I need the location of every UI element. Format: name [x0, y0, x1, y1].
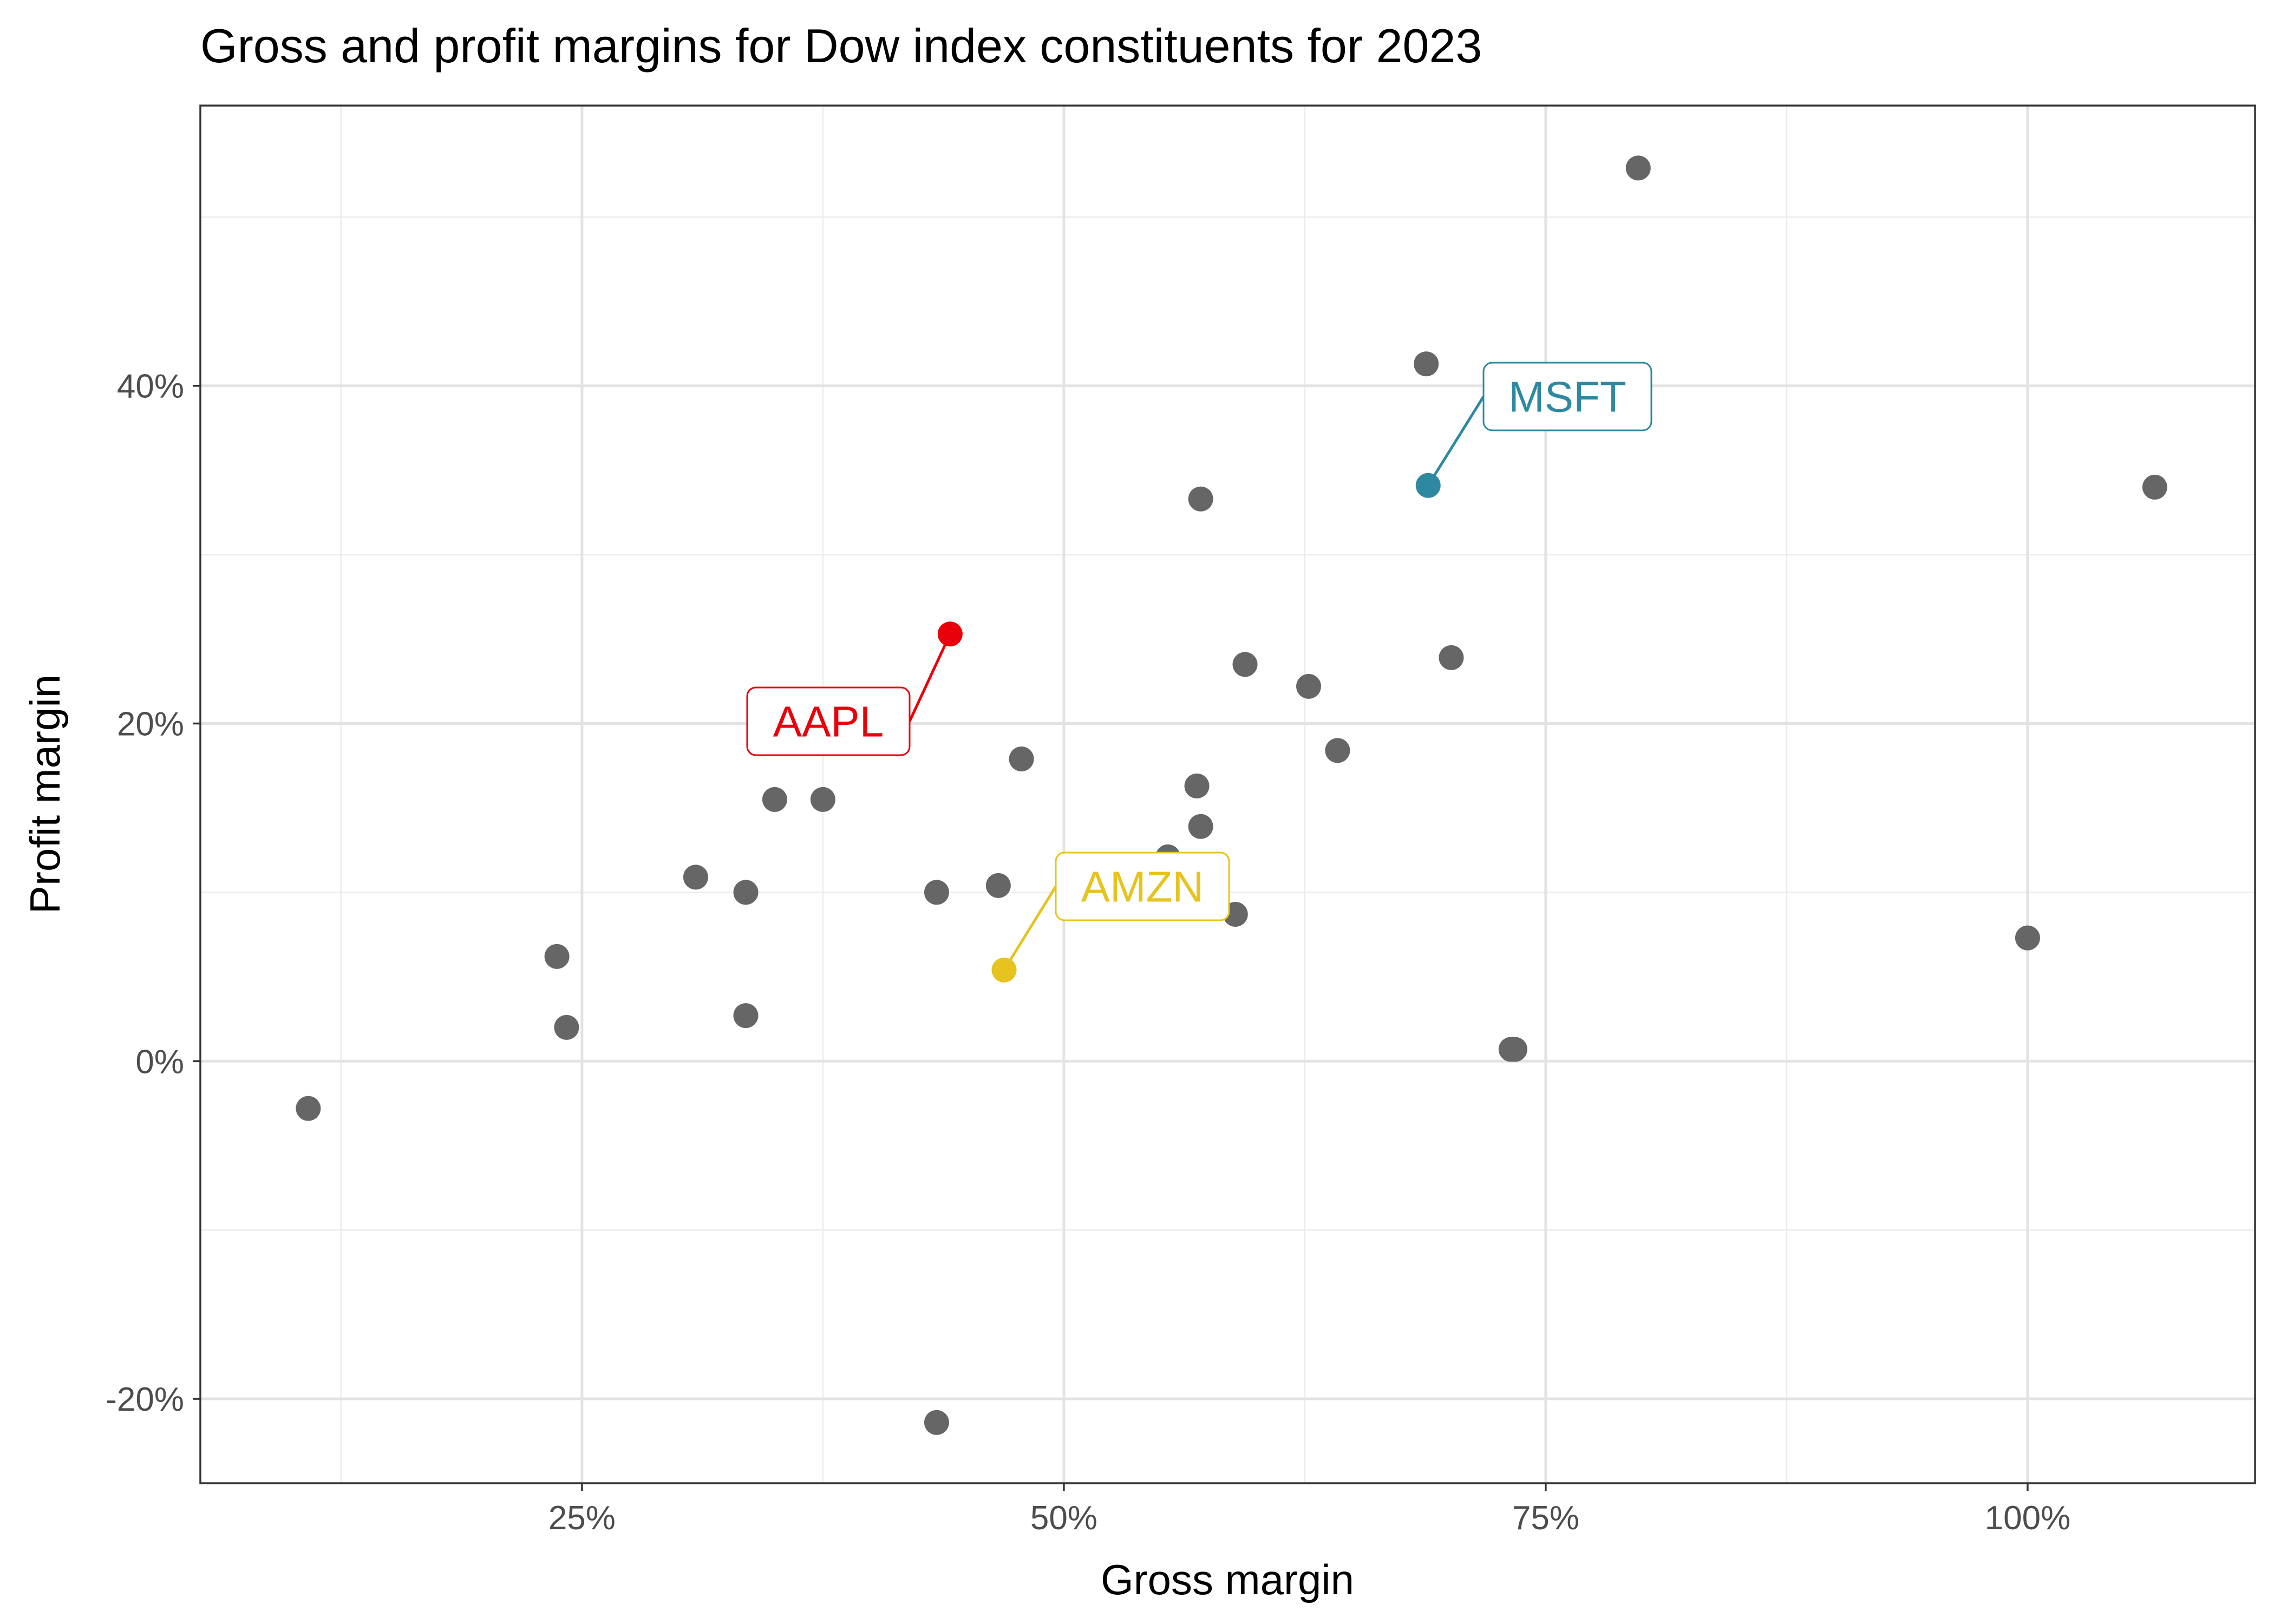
y-tick-label: 0% — [135, 1043, 184, 1081]
x-axis-ticks: 25% 50% 75% 100% — [548, 1483, 2070, 1537]
annotation-leader-line — [1427, 396, 1485, 487]
data-point — [683, 865, 708, 890]
data-point — [544, 944, 570, 969]
annotation-box — [746, 686, 911, 756]
y-axis-title: Profit margin — [21, 675, 69, 914]
highlight-point-msft — [1415, 473, 1441, 498]
highlight-point-amzn — [991, 957, 1017, 983]
data-point — [810, 787, 835, 812]
annotation-box — [1482, 362, 1652, 431]
annotation-box — [1055, 852, 1230, 921]
data-point — [1296, 673, 1322, 699]
y-axis-ticks: -20% 0% 20% 40% — [106, 368, 200, 1418]
x-tick-label: 75% — [1512, 1499, 1579, 1537]
data-point — [1414, 351, 1439, 377]
data-point — [1625, 155, 1651, 181]
data-point — [762, 787, 787, 812]
annotation-label-msft: MSFT — [1508, 373, 1626, 421]
data-point — [554, 1014, 579, 1040]
data-point — [1325, 738, 1350, 763]
data-point — [924, 880, 949, 905]
data-point — [924, 1410, 949, 1435]
data-point — [1188, 486, 1213, 512]
chart-title: Gross and profit margins for Dow index c… — [200, 19, 1482, 73]
annotation-leader-line — [908, 633, 952, 722]
data-point — [2015, 925, 2040, 951]
data-point — [1502, 1037, 1527, 1062]
highlight-point-aapl — [937, 621, 963, 647]
x-tick-label: 100% — [1985, 1499, 2071, 1537]
y-tick-label: -20% — [106, 1381, 184, 1418]
plot-border — [199, 104, 2256, 1484]
data-point — [1188, 814, 1213, 839]
data-point — [733, 880, 759, 905]
highlight-annotations: AAPL MSFT AMZN — [746, 362, 1652, 983]
data-points — [296, 155, 2167, 1435]
major-gridlines — [200, 106, 2255, 1483]
annotation-leader-line — [1003, 886, 1057, 971]
data-point — [2142, 474, 2167, 500]
x-tick-label: 50% — [1030, 1499, 1097, 1537]
data-point — [985, 873, 1011, 898]
plot-panel — [200, 106, 2255, 1483]
data-point — [1184, 773, 1210, 798]
y-tick-label: 40% — [117, 368, 184, 405]
data-point — [1232, 652, 1258, 677]
data-point — [296, 1096, 321, 1121]
y-tick-label: 20% — [117, 706, 184, 743]
data-point — [733, 1003, 759, 1029]
annotation-label-aapl: AAPL — [773, 698, 884, 746]
data-point — [1009, 746, 1034, 772]
x-tick-label: 25% — [548, 1499, 616, 1537]
x-axis-title: Gross margin — [1101, 1556, 1354, 1603]
annotation-label-amzn: AMZN — [1081, 863, 1204, 911]
data-point — [1439, 645, 1464, 670]
